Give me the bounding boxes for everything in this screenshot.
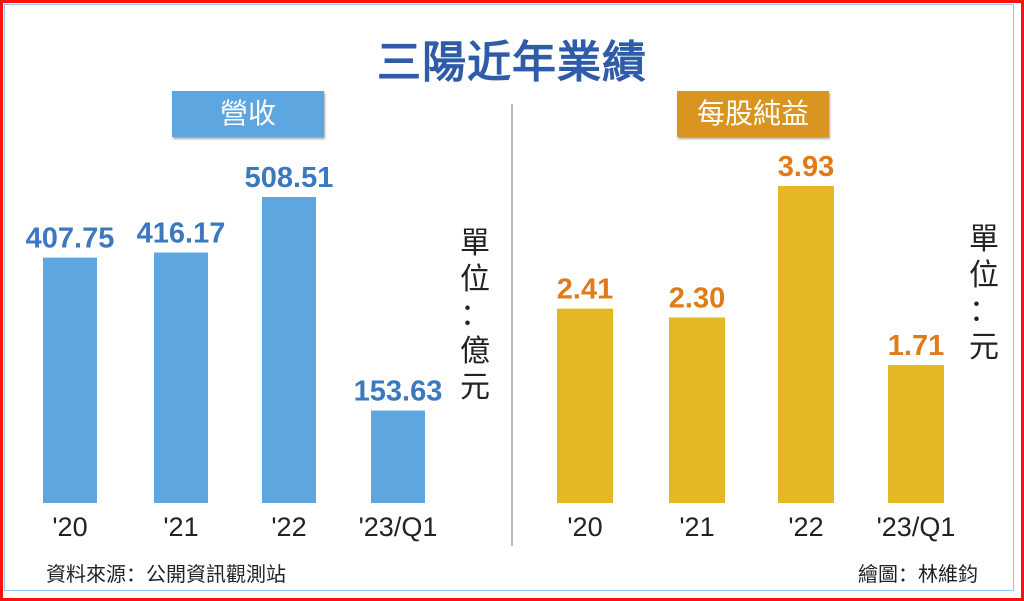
eps-x-tick-label: '23/Q1 xyxy=(877,512,956,542)
unit-char: 位 xyxy=(969,258,999,293)
revenue-x-tick-label: '23/Q1 xyxy=(359,512,438,542)
eps-value-label: 1.71 xyxy=(888,330,944,362)
eps-x-tick-label: '22 xyxy=(788,512,823,542)
eps-value-label: 2.41 xyxy=(557,274,613,306)
unit-char: ： xyxy=(460,298,490,333)
eps-x-tick-label: '21 xyxy=(679,512,714,542)
revenue-value-label: 407.75 xyxy=(26,223,115,255)
unit-char: 單 xyxy=(969,222,999,257)
revenue-unit-label: 單位：億元 xyxy=(458,226,492,406)
revenue-bar xyxy=(371,410,425,503)
revenue-bar xyxy=(154,252,208,503)
unit-char: 位 xyxy=(460,262,490,297)
eps-panel-label: 每股純益 xyxy=(677,91,829,137)
revenue-panel-label: 營收 xyxy=(172,91,324,137)
revenue-value-label: 153.63 xyxy=(354,376,443,408)
revenue-value-label: 416.17 xyxy=(137,218,226,250)
revenue-x-tick-label: '20 xyxy=(52,512,87,542)
unit-char: 元 xyxy=(969,330,999,365)
credit-note: 繪圖：林維鈞 xyxy=(858,562,978,586)
source-note: 資料來源：公開資訊觀測站 xyxy=(46,562,286,586)
panel-divider xyxy=(511,104,513,546)
eps-bar xyxy=(778,186,834,503)
revenue-bar xyxy=(262,197,316,503)
revenue-x-tick-label: '21 xyxy=(163,512,198,542)
eps-x-tick-label: '20 xyxy=(567,512,602,542)
eps-bar xyxy=(888,365,944,503)
unit-char: 單 xyxy=(460,226,490,261)
eps-bar xyxy=(557,308,613,503)
chart-title: 三陽近年業績 xyxy=(377,37,647,88)
revenue-x-tick-label: '22 xyxy=(271,512,306,542)
revenue-bar xyxy=(43,257,97,503)
eps-unit-label: 單位：元 xyxy=(967,222,1001,366)
eps-bar xyxy=(669,317,725,503)
inner-border xyxy=(4,4,1014,591)
unit-char: 億 xyxy=(460,334,490,369)
eps-value-label: 3.93 xyxy=(778,151,834,183)
eps-value-label: 2.30 xyxy=(669,282,725,314)
revenue-value-label: 508.51 xyxy=(245,162,334,194)
unit-char: 元 xyxy=(460,370,490,405)
unit-char: ： xyxy=(969,294,999,329)
